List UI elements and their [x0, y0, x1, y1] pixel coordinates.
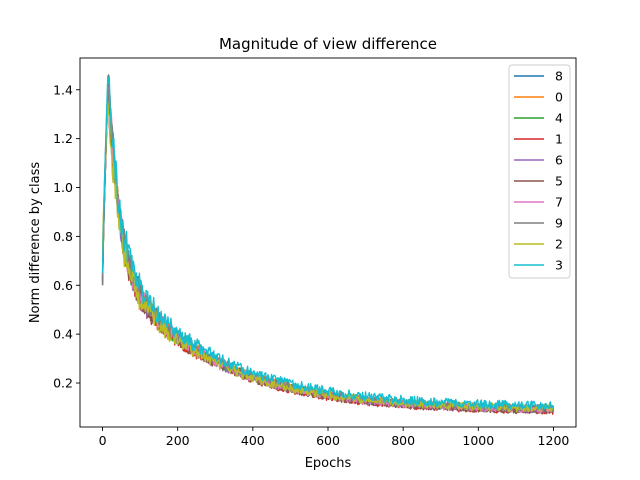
- x-tick-label: 1000: [462, 433, 494, 448]
- x-tick-label: 600: [316, 433, 340, 448]
- legend: 8 0 4 1 6 5 7 9 2 3: [508, 64, 571, 279]
- series-line-5: [101, 74, 554, 415]
- legend-label-0: 0: [555, 90, 563, 105]
- legend-label-9: 9: [555, 216, 563, 231]
- x-tick-label: 800: [391, 433, 415, 448]
- chart-title: Magnitude of view difference: [219, 35, 437, 53]
- series-line-7: [101, 86, 555, 414]
- series-line-2: [101, 102, 554, 413]
- x-axis-title: Epochs: [305, 456, 352, 471]
- x-tick-label: 1200: [538, 433, 570, 448]
- y-tick-label: 0.8: [53, 229, 73, 244]
- y-tick-label: 1.4: [53, 82, 73, 97]
- y-tick-label: 0.2: [53, 376, 73, 391]
- series-line-4: [101, 78, 555, 414]
- legend-label-3: 3: [555, 258, 563, 273]
- x-axis: 0 200 400 600 800 1000 1200: [99, 427, 570, 448]
- x-tick-label: 400: [241, 433, 265, 448]
- y-axis: 0.2 0.4 0.6 0.8 1.0 1.2 1.4: [53, 82, 80, 391]
- series-line-8: [101, 74, 554, 414]
- y-tick-label: 1.2: [53, 131, 73, 146]
- legend-label-8: 8: [555, 69, 563, 84]
- series-line-3: [101, 75, 555, 411]
- y-axis-title: Norm difference by class: [28, 162, 43, 324]
- series-line-9: [101, 85, 555, 413]
- series-line-6: [101, 78, 555, 414]
- series-line-0: [101, 77, 555, 413]
- y-tick-label: 0.6: [53, 278, 73, 293]
- legend-label-5: 5: [555, 174, 563, 189]
- legend-label-1: 1: [555, 132, 563, 147]
- plot-lines: [101, 74, 555, 415]
- x-tick-label: 200: [166, 433, 190, 448]
- legend-label-4: 4: [555, 111, 563, 126]
- legend-label-6: 6: [555, 153, 563, 168]
- plot-frame: [79, 57, 577, 428]
- legend-label-7: 7: [555, 195, 563, 210]
- x-tick-label: 0: [99, 433, 107, 448]
- series-line-1: [101, 84, 555, 415]
- y-tick-label: 0.4: [53, 327, 73, 342]
- y-tick-label: 1.0: [53, 180, 73, 195]
- legend-label-2: 2: [555, 237, 563, 252]
